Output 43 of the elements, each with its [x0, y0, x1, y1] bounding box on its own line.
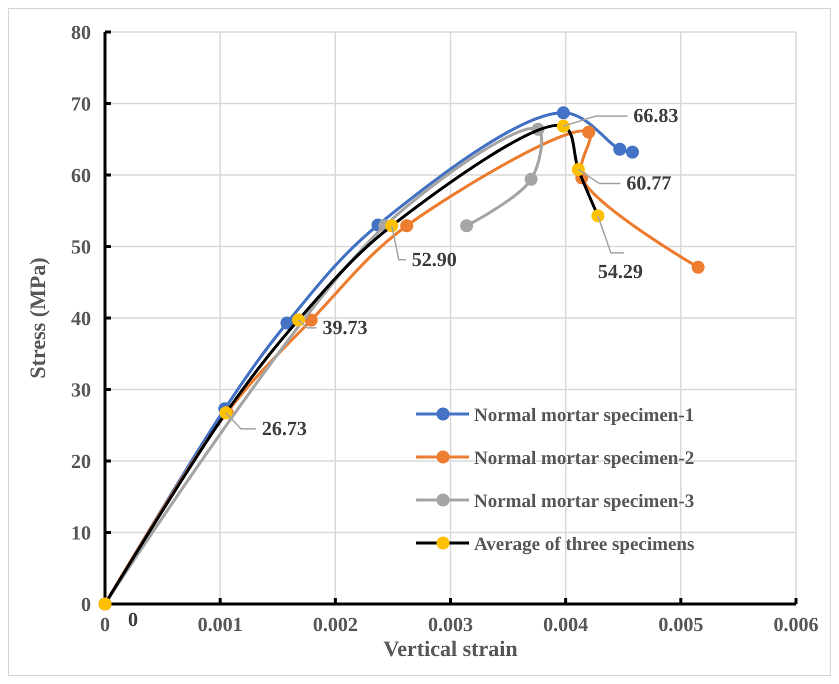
legend-label: Average of three specimens [474, 534, 694, 555]
point [524, 172, 538, 186]
x-tick-label: 0.003 [428, 614, 473, 636]
point [280, 316, 294, 330]
point [460, 219, 474, 232]
y-axis-title: Stress (MPa) [25, 257, 50, 379]
x-tick-label: 0.001 [198, 614, 243, 636]
x-tick-label: 0.002 [312, 614, 358, 636]
y-tick-label: 80 [71, 22, 91, 44]
legend-label: Normal mortar specimen-1 [474, 405, 694, 426]
x-tick-label: 0.005 [658, 614, 704, 636]
x-axis-title: Vertical strain [383, 636, 518, 661]
y-tick-label: 40 [71, 308, 91, 330]
x-tick-label: 0.004 [543, 614, 588, 636]
point [556, 120, 570, 133]
x-tick-label: 0.006 [774, 614, 818, 636]
point [692, 260, 705, 274]
data-label: 60.77 [626, 172, 672, 194]
data-label: 52.90 [412, 248, 457, 271]
y-tick-label: 60 [71, 165, 91, 187]
data-label: 26.73 [262, 418, 307, 440]
data-label: 66.83 [633, 105, 678, 128]
y-tick-label: 70 [71, 94, 91, 116]
y-tick-label: 50 [71, 236, 91, 258]
point [385, 219, 398, 232]
legend-label: Normal mortar specimen-3 [474, 491, 694, 512]
y-tick-label: 30 [71, 380, 91, 402]
point [572, 162, 585, 176]
x-tick-label: 0 [100, 614, 110, 636]
point [400, 219, 414, 232]
data-label: 54.29 [598, 260, 643, 283]
y-tick-label: 10 [71, 522, 91, 544]
point [582, 126, 596, 139]
data-label: 39.73 [322, 316, 368, 339]
point [626, 146, 639, 159]
point [556, 106, 570, 120]
y-tick-label: 20 [71, 451, 91, 473]
legend-label: Normal mortar specimen-2 [474, 448, 694, 469]
y-tick-label: 0 [81, 594, 91, 616]
point [591, 209, 604, 222]
point [613, 142, 626, 156]
point [304, 314, 318, 327]
point [292, 313, 305, 326]
